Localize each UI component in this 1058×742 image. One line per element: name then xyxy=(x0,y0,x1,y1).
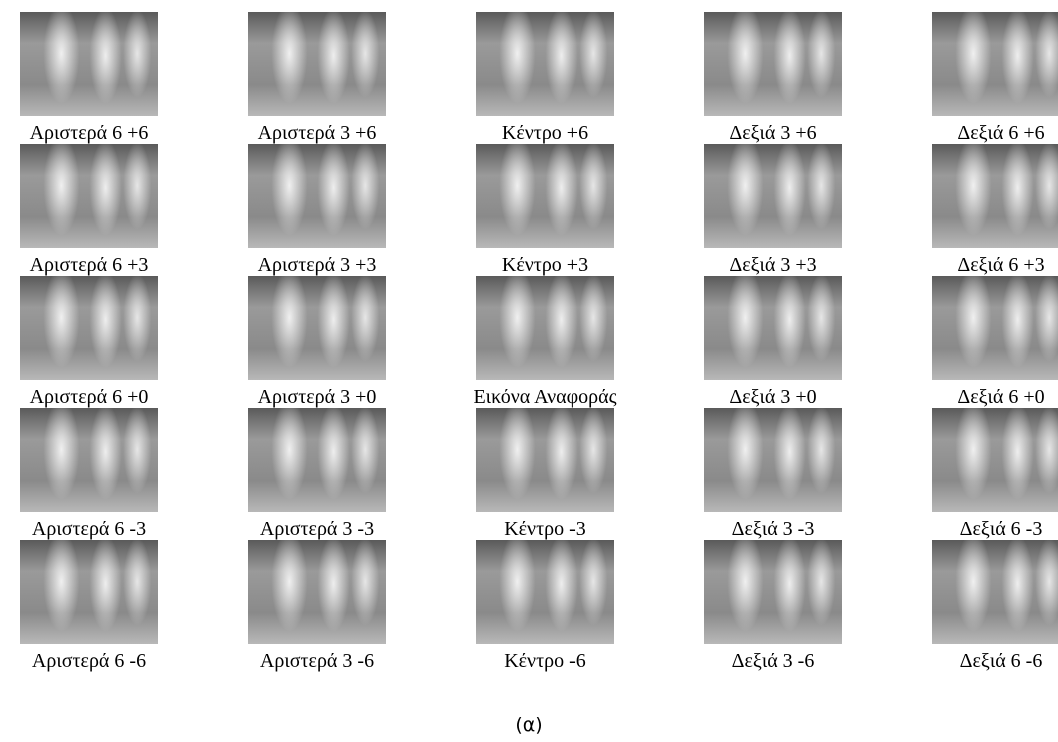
xray-image xyxy=(476,276,614,380)
xray-image xyxy=(932,540,1058,644)
image-label: Αριστερά 3 +0 xyxy=(203,386,431,409)
xray-image xyxy=(932,12,1058,116)
xray-image xyxy=(476,408,614,512)
image-label: Αριστερά 6 -6 xyxy=(0,650,203,673)
image-label: Αριστερά 6 -3 xyxy=(0,518,203,541)
figure-caption: (α) xyxy=(0,714,1058,736)
image-label: Αριστερά 6 +6 xyxy=(0,122,203,145)
image-label: Αριστερά 6 +0 xyxy=(0,386,203,409)
image-label: Δεξιά 3 +0 xyxy=(659,386,887,409)
image-label: Κέντρο +3 xyxy=(431,254,659,277)
xray-image xyxy=(20,144,158,248)
image-label: Αριστερά 6 +3 xyxy=(0,254,203,277)
xray-image xyxy=(20,12,158,116)
image-label: Εικόνα Αναφοράς xyxy=(431,386,659,409)
xray-image xyxy=(20,276,158,380)
image-label: Αριστερά 3 -6 xyxy=(203,650,431,673)
xray-image xyxy=(476,144,614,248)
image-label: Δεξιά 3 +6 xyxy=(659,122,887,145)
xray-image xyxy=(248,144,386,248)
xray-image xyxy=(704,12,842,116)
xray-image xyxy=(476,540,614,644)
xray-image xyxy=(20,408,158,512)
image-label: Δεξιά 3 +3 xyxy=(659,254,887,277)
xray-image xyxy=(932,408,1058,512)
image-label: Δεξιά 6 +0 xyxy=(887,386,1058,409)
image-label: Δεξιά 3 -3 xyxy=(659,518,887,541)
xray-image xyxy=(932,276,1058,380)
image-label: Αριστερά 3 -3 xyxy=(203,518,431,541)
image-label: Δεξιά 6 -3 xyxy=(887,518,1058,541)
xray-image xyxy=(248,540,386,644)
image-label: Δεξιά 6 +3 xyxy=(887,254,1058,277)
figure: (α) Αριστερά 6 +6Αριστερά 3 +6Κέντρο +6Δ… xyxy=(0,0,1058,742)
xray-image xyxy=(248,12,386,116)
xray-image xyxy=(932,144,1058,248)
image-label: Κέντρο +6 xyxy=(431,122,659,145)
image-label: Αριστερά 3 +3 xyxy=(203,254,431,277)
xray-image xyxy=(704,144,842,248)
xray-image xyxy=(248,276,386,380)
image-label: Αριστερά 3 +6 xyxy=(203,122,431,145)
xray-image xyxy=(248,408,386,512)
xray-image xyxy=(704,540,842,644)
image-label: Κέντρο -6 xyxy=(431,650,659,673)
image-label: Δεξιά 3 -6 xyxy=(659,650,887,673)
xray-image xyxy=(704,276,842,380)
image-label: Δεξιά 6 +6 xyxy=(887,122,1058,145)
xray-image xyxy=(476,12,614,116)
xray-image xyxy=(704,408,842,512)
xray-image xyxy=(20,540,158,644)
image-label: Δεξιά 6 -6 xyxy=(887,650,1058,673)
image-label: Κέντρο -3 xyxy=(431,518,659,541)
